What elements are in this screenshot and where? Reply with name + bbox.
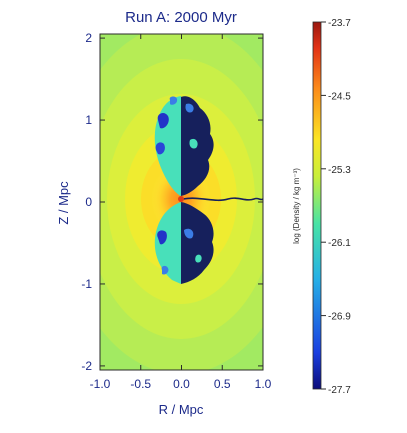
x-tick-label: 1.0 <box>255 377 272 391</box>
cavity-right-detail-1 <box>185 103 194 113</box>
cavity-left-blob-3 <box>157 230 167 245</box>
core-center <box>178 196 184 202</box>
y-tick-label: -2 <box>81 359 92 373</box>
y-tick-label: 0 <box>85 195 92 209</box>
x-tick-label: 0.5 <box>214 377 231 391</box>
y-tick-label: -1 <box>81 277 92 291</box>
x-axis-label: R / Mpc <box>159 402 204 417</box>
x-tick-label: -1.0 <box>90 377 111 391</box>
colorbar-tick-label: -25.3 <box>328 165 351 176</box>
colorbar-tick-label: -26.1 <box>328 238 351 249</box>
cavity-left-blob-5 <box>161 265 169 275</box>
cavity-left-blob-2 <box>155 142 165 155</box>
cavity-right-detail-2 <box>189 138 198 149</box>
y-tick-label: 1 <box>85 113 92 127</box>
cavity-right-upper <box>181 96 214 196</box>
colorbar-tick-label: -27.7 <box>328 385 351 396</box>
x-axis-ticks: -1.0 -0.5 0.0 0.5 1.0 <box>90 34 272 391</box>
cavity-left-lower <box>154 202 181 284</box>
density-map <box>100 34 263 370</box>
colorbar-frame <box>312 21 322 390</box>
cavity-right-detail-3 <box>184 228 194 239</box>
colorbar-ticks: -23.7 -24.5 -25.3 -26.1 -26.9 -27.7 <box>321 18 351 396</box>
cavity-right-lower <box>181 202 214 284</box>
y-tick-label: 2 <box>85 31 92 45</box>
cavity-left-blob-4 <box>169 96 178 105</box>
colorbar-tick-label: -24.5 <box>328 91 351 102</box>
y-axis-ticks: 2 1 0 -1 -2 <box>81 31 263 373</box>
chart-title: Run A: 2000 Myr <box>125 9 237 26</box>
y-axis-label: Z / Mpc <box>56 181 71 225</box>
cavity-left-blob-1 <box>157 113 169 129</box>
x-tick-label: 0.0 <box>173 377 190 391</box>
x-tick-label: -0.5 <box>130 377 151 391</box>
jet-right <box>182 197 263 202</box>
cavity-right-detail-4 <box>195 254 202 263</box>
colorbar-fill <box>313 22 321 389</box>
colorbar-tick-label: -26.9 <box>328 312 351 323</box>
colorbar-tick-label: -23.7 <box>328 18 351 29</box>
colorbar-label: log (Density / kg m⁻³) <box>292 168 301 244</box>
colorbar: -23.7 -24.5 -25.3 -26.1 -26.9 -27.7 log (Dens… <box>292 18 351 396</box>
